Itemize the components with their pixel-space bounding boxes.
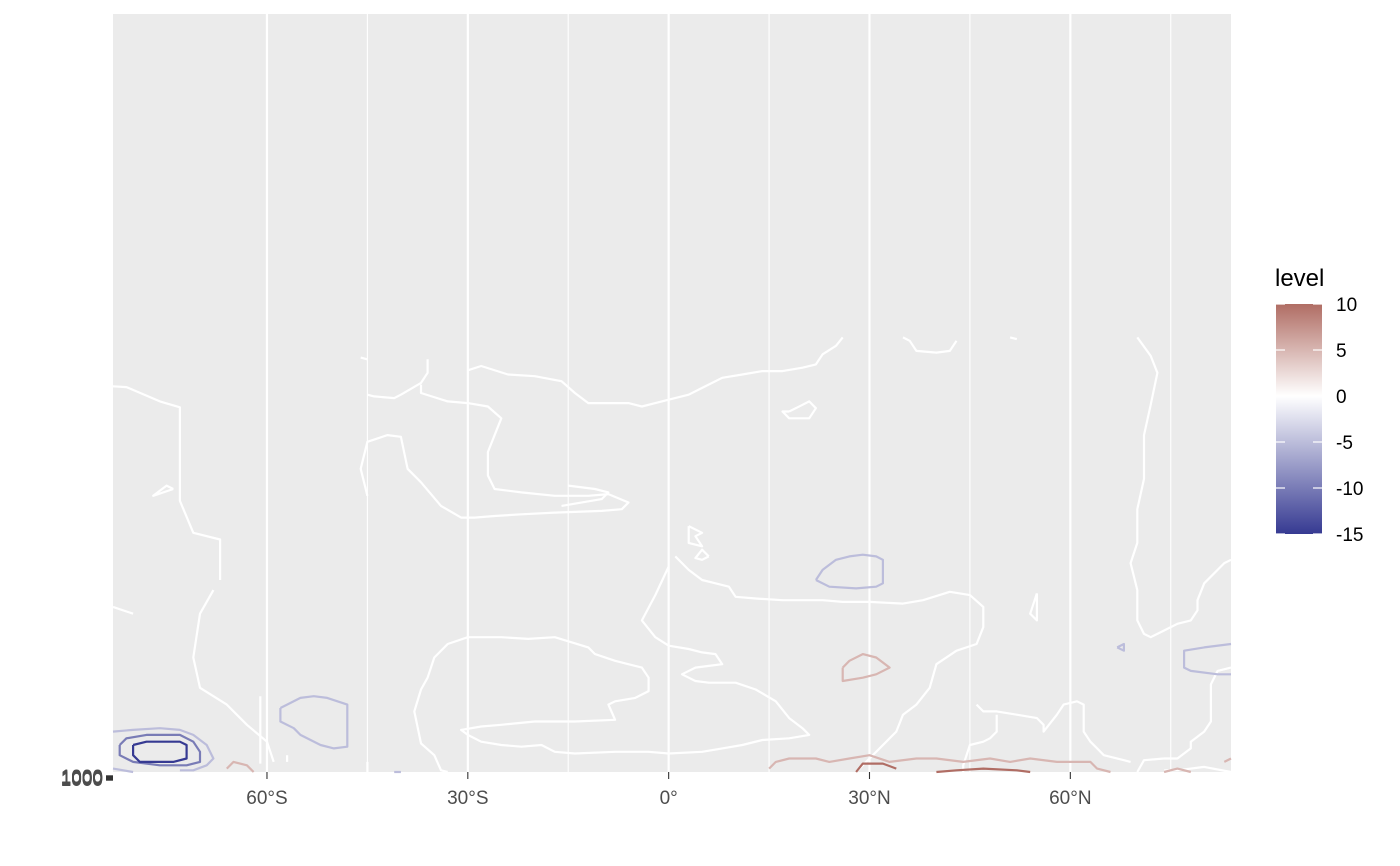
contour-line	[152, 484, 174, 497]
contour-line	[112, 727, 215, 772]
contour-line	[687, 525, 704, 548]
contour-line	[814, 553, 885, 590]
contour-line	[360, 356, 368, 361]
y-tick-label: 1000	[61, 768, 103, 789]
grid-lines	[265, 14, 1172, 772]
legend-ticks: 10 5 0 -5 -10 -15	[1276, 295, 1363, 546]
contour-line	[694, 548, 710, 561]
contour-line	[1029, 593, 1039, 622]
legend-tick-label: 10	[1336, 295, 1357, 316]
y-tick-label: 1000	[61, 768, 103, 789]
y-tick-label: 1000	[61, 769, 103, 790]
contour-line	[112, 767, 134, 774]
legend-tick-label: -5	[1336, 433, 1353, 454]
contour-line	[936, 767, 1031, 774]
contour-line	[112, 605, 134, 615]
contour-line	[359, 384, 630, 519]
contour-line	[841, 652, 891, 683]
y-tick-label: 1000	[61, 769, 103, 790]
contour-line	[1009, 336, 1018, 341]
legend: level 10 5 0 -5 -10 -15	[1275, 265, 1363, 546]
legend-tick-label: 0	[1336, 387, 1347, 408]
contour-line	[1116, 642, 1126, 652]
x-tick-label: 60°S	[246, 788, 287, 809]
contour-line	[467, 336, 844, 408]
x-tick-label: 30°S	[447, 788, 488, 809]
contour-line	[132, 740, 188, 764]
y-tick-label: 1000	[61, 767, 103, 788]
contour-line	[1129, 336, 1232, 639]
contour-line	[413, 566, 811, 774]
x-tick-label: 30°N	[848, 788, 890, 809]
contour-line	[781, 400, 818, 420]
contour-line	[279, 695, 349, 750]
contour-line	[226, 760, 255, 773]
legend-tick-label: 5	[1336, 341, 1347, 362]
contour-line	[1223, 757, 1232, 763]
legend-tick-label: -15	[1336, 525, 1363, 546]
contour-line	[855, 762, 897, 773]
contour-line	[1163, 767, 1192, 774]
contour-line	[367, 359, 429, 400]
contour-line	[674, 555, 985, 773]
contour-line	[1136, 666, 1232, 773]
plot-panel	[113, 14, 1231, 772]
legend-colorbar	[1276, 304, 1322, 534]
y-tick-label: 1000	[61, 770, 103, 791]
contour-line	[902, 336, 958, 354]
contour-line	[1182, 642, 1232, 676]
contour-line	[118, 733, 202, 767]
x-tick-label: 0°	[660, 788, 678, 809]
contour-line	[768, 754, 1111, 774]
x-tick-label: 60°N	[1049, 788, 1091, 809]
contour-lines	[112, 336, 1232, 774]
contour-line	[561, 484, 610, 507]
contour-line	[192, 589, 275, 763]
legend-tick-label: -10	[1336, 479, 1363, 500]
contour-line	[962, 714, 998, 772]
contour-line	[112, 385, 222, 580]
x-axis: 60°S 30°S 0° 30°N 60°N	[246, 772, 1092, 809]
legend-title: level	[1275, 265, 1324, 292]
contour-line	[975, 700, 1131, 763]
